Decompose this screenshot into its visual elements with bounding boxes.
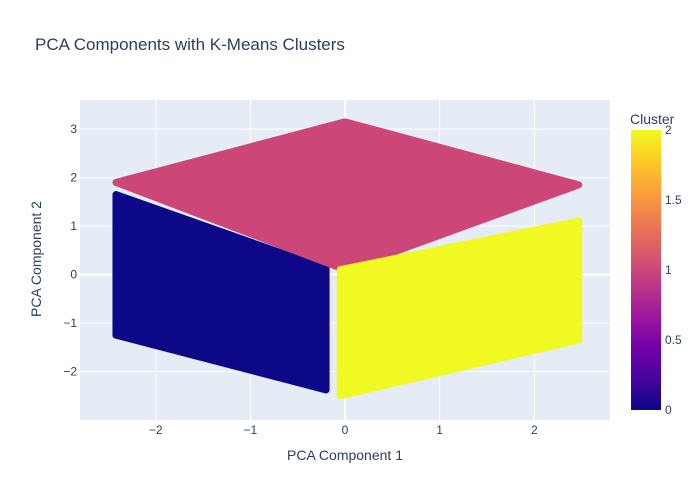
- colorbar: [631, 130, 661, 410]
- x-tick-label: 1: [436, 423, 443, 437]
- x-tick-label: −2: [149, 423, 163, 437]
- x-tick-label: 0: [342, 423, 349, 437]
- y-tick-labels: −2 −1 0 1 2 3: [63, 122, 77, 378]
- x-axis-title: PCA Component 1: [287, 447, 403, 463]
- x-tick-label: −1: [244, 423, 258, 437]
- y-tick-label: −2: [63, 365, 77, 379]
- y-tick-label: 3: [70, 122, 77, 136]
- cluster-1-points: [112, 118, 583, 274]
- y-tick-label: −1: [63, 316, 77, 330]
- data-points: [112, 118, 583, 400]
- colorbar-tick-label: 1.5: [665, 193, 682, 207]
- colorbar-tick-labels: 0 0.5 1 1.5 2: [665, 123, 682, 417]
- colorbar-tick-label: 0.5: [665, 333, 682, 347]
- y-tick-label: 0: [70, 268, 77, 282]
- x-tick-label: 2: [531, 423, 538, 437]
- colorbar-tick-label: 1: [665, 263, 672, 277]
- colorbar-title: Cluster: [630, 111, 675, 127]
- colorbar-tick-label: 2: [665, 123, 672, 137]
- x-tick-labels: −2 −1 0 1 2: [149, 423, 538, 437]
- y-tick-label: 1: [70, 219, 77, 233]
- y-tick-label: 2: [70, 171, 77, 185]
- y-axis-title: PCA Component 2: [28, 201, 44, 317]
- chart-title: PCA Components with K-Means Clusters: [35, 35, 345, 54]
- cluster-2-points: [336, 217, 583, 400]
- cluster-0-points: [112, 191, 330, 394]
- colorbar-tick-label: 0: [665, 403, 672, 417]
